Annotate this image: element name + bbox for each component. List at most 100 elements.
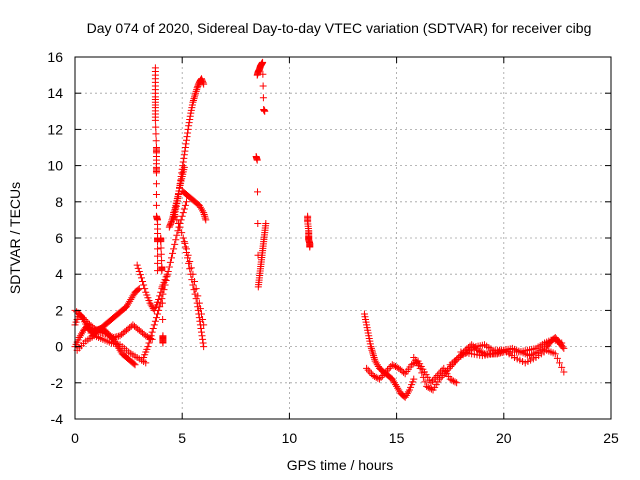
data-point <box>133 261 141 269</box>
data-point <box>200 321 208 329</box>
data-point <box>390 362 398 370</box>
data-point <box>560 344 568 352</box>
data-point <box>189 98 197 106</box>
data-point <box>370 352 378 360</box>
y-tick-label: 0 <box>55 339 63 355</box>
data-point <box>82 317 90 325</box>
data-point <box>170 209 178 217</box>
data-point <box>183 133 191 141</box>
data-point <box>393 382 401 390</box>
data-point <box>553 354 561 362</box>
data-point <box>162 277 170 285</box>
data-point <box>159 339 167 347</box>
series-arc-8.5-lower <box>252 153 270 291</box>
data-point <box>477 348 485 356</box>
data-point <box>81 315 89 323</box>
data-point <box>390 379 398 387</box>
data-point <box>371 355 379 363</box>
data-point <box>159 315 167 323</box>
data-point <box>259 70 267 78</box>
data-point <box>152 123 160 131</box>
data-point <box>182 245 190 253</box>
data-point <box>419 373 427 381</box>
data-point <box>559 343 567 351</box>
data-point <box>385 364 393 372</box>
data-point <box>199 207 207 215</box>
data-point <box>182 140 190 148</box>
data-point <box>400 368 408 376</box>
data-point <box>409 360 417 368</box>
data-point <box>92 325 100 333</box>
data-point <box>192 285 200 293</box>
data-points <box>71 58 568 401</box>
series-arc-8.5-upper <box>253 58 269 115</box>
data-point <box>191 93 199 101</box>
data-point <box>184 251 192 259</box>
data-point <box>189 96 197 104</box>
data-point <box>178 212 186 220</box>
data-point <box>186 112 194 120</box>
data-point <box>196 305 204 313</box>
data-point <box>193 86 201 94</box>
data-point <box>551 350 559 358</box>
data-point <box>253 156 261 164</box>
data-point <box>185 259 193 267</box>
data-point <box>197 328 205 336</box>
data-point <box>154 245 162 253</box>
data-point <box>200 343 208 351</box>
data-point <box>152 169 160 177</box>
data-point <box>442 368 450 376</box>
y-tick-label: 10 <box>47 158 63 174</box>
data-point <box>259 58 267 66</box>
data-point <box>444 366 452 374</box>
data-point <box>375 375 383 383</box>
data-point <box>77 330 85 338</box>
x-tick-label: 15 <box>389 430 405 446</box>
data-point <box>106 332 114 340</box>
data-point <box>427 385 435 393</box>
data-point <box>195 299 203 307</box>
data-point <box>154 310 162 318</box>
data-point <box>186 265 194 273</box>
data-point <box>367 344 375 352</box>
data-point <box>105 331 113 339</box>
x-axis-label: GPS time / hours <box>287 457 394 473</box>
data-point <box>182 198 190 206</box>
data-point <box>178 229 186 237</box>
data-point <box>128 294 136 302</box>
data-point <box>181 239 189 247</box>
data-point <box>156 303 164 311</box>
series-arc-vertical-4.0 <box>157 234 167 347</box>
data-point <box>192 87 200 95</box>
data-point <box>254 188 262 196</box>
x-tick-label: 20 <box>496 430 512 446</box>
data-point <box>187 264 195 272</box>
data-point <box>388 361 396 369</box>
data-point <box>130 360 138 368</box>
data-point <box>392 381 400 389</box>
data-point <box>171 212 179 220</box>
data-point <box>147 332 155 340</box>
data-point <box>403 390 411 398</box>
data-point <box>76 332 84 340</box>
data-point <box>259 82 267 90</box>
data-point <box>151 116 159 124</box>
data-point <box>196 203 204 211</box>
y-tick-label: 6 <box>55 230 63 246</box>
data-point <box>152 191 160 199</box>
series-arc-evening-b <box>363 357 461 387</box>
data-point <box>451 378 459 386</box>
data-point <box>171 240 179 248</box>
data-point <box>179 158 187 166</box>
data-point <box>259 94 267 102</box>
data-point <box>199 315 207 323</box>
data-point <box>167 254 175 262</box>
data-point <box>181 201 189 209</box>
data-point <box>439 372 447 380</box>
data-point <box>184 129 192 137</box>
data-point <box>167 218 175 226</box>
series-arc-fall-c <box>170 209 208 329</box>
data-point <box>180 154 188 162</box>
data-point <box>134 286 142 294</box>
